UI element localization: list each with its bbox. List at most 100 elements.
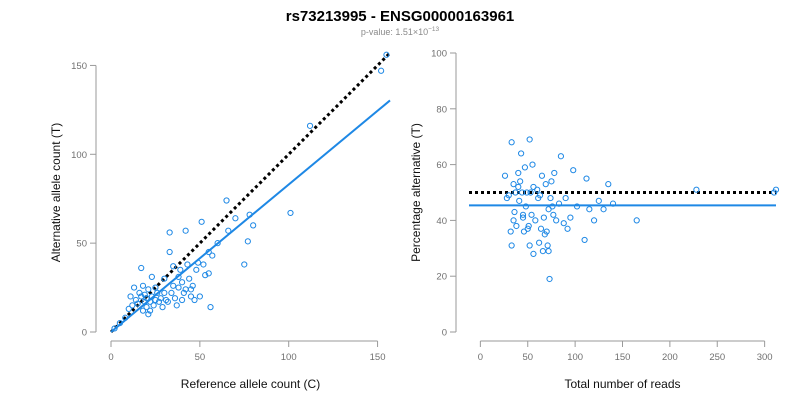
left-data-point bbox=[148, 293, 155, 300]
pvalue-subtitle: p-value: 1.51×10−13 bbox=[361, 26, 440, 37]
right-data-point bbox=[544, 242, 551, 249]
left-x-tick-label: 100 bbox=[281, 352, 297, 363]
right-data-point bbox=[595, 197, 602, 204]
right-data-point bbox=[536, 192, 544, 199]
right-data-point bbox=[505, 192, 512, 199]
left-y-tick-label: 50 bbox=[76, 239, 87, 250]
left-data-point bbox=[209, 252, 216, 259]
right-data-point bbox=[772, 186, 780, 193]
left-y-tick-label: 100 bbox=[71, 150, 87, 161]
left-data-point bbox=[175, 284, 182, 291]
right-data-point bbox=[532, 217, 539, 224]
right-data-point bbox=[693, 186, 700, 193]
right-y-tick-label: 100 bbox=[431, 49, 447, 60]
left-y-axis-title: Alternative allele count (T) bbox=[49, 123, 63, 262]
right-data-point bbox=[510, 217, 517, 224]
left-data-point bbox=[161, 275, 168, 282]
left-data-point bbox=[191, 296, 198, 304]
right-data-point bbox=[553, 217, 560, 224]
left-data-point bbox=[378, 67, 385, 74]
left-data-point bbox=[189, 282, 196, 289]
right-data-point bbox=[524, 225, 531, 232]
right-y-tick-label: 20 bbox=[436, 272, 447, 283]
left-data-point bbox=[154, 289, 161, 297]
right-data-point bbox=[519, 214, 527, 221]
left-data-point bbox=[175, 273, 182, 281]
right-data-point bbox=[512, 189, 519, 196]
right-data-point bbox=[536, 239, 543, 246]
left-data-point bbox=[170, 282, 177, 289]
right-data-point bbox=[573, 203, 581, 210]
right-data-point bbox=[586, 206, 593, 213]
left-x-tick-label: 150 bbox=[370, 352, 386, 363]
right-data-point bbox=[539, 247, 547, 255]
right-data-point bbox=[534, 186, 541, 193]
right-x-tick-label: 50 bbox=[522, 352, 533, 363]
left-data-point bbox=[178, 296, 186, 304]
right-data-point bbox=[527, 189, 534, 196]
right-x-tick-label: 150 bbox=[615, 352, 631, 363]
left-data-point bbox=[139, 307, 147, 314]
right-data-point bbox=[517, 178, 524, 185]
left-data-point bbox=[170, 263, 177, 270]
left-data-point bbox=[143, 295, 150, 302]
left-data-point bbox=[134, 300, 141, 307]
left-data-point bbox=[155, 298, 163, 305]
left-data-point bbox=[244, 238, 251, 245]
left-data-point bbox=[145, 311, 152, 318]
right-data-point bbox=[513, 222, 520, 230]
left-data-point bbox=[177, 266, 184, 273]
right-data-point bbox=[600, 206, 607, 213]
right-data-point bbox=[542, 181, 549, 188]
right-y-axis-title: Percentage alternative (T) bbox=[409, 123, 423, 262]
left-data-point bbox=[138, 293, 145, 300]
left-data-point bbox=[166, 229, 173, 236]
left-data-point bbox=[143, 304, 150, 311]
left-data-point bbox=[164, 298, 171, 305]
right-data-point bbox=[538, 172, 546, 179]
left-dotted-reference-line bbox=[109, 51, 392, 334]
left-data-point bbox=[246, 211, 253, 218]
left-data-point bbox=[205, 270, 212, 277]
right-data-point bbox=[537, 225, 545, 232]
left-data-point bbox=[148, 273, 155, 281]
right-data-point bbox=[543, 228, 550, 235]
right-data-point bbox=[523, 189, 530, 196]
pvalue-exponent: −13 bbox=[428, 26, 439, 33]
left-data-point bbox=[214, 240, 221, 247]
left-data-point bbox=[196, 293, 203, 300]
right-data-point bbox=[515, 169, 522, 177]
right-data-point bbox=[508, 139, 515, 146]
right-y-tick-label: 80 bbox=[436, 104, 447, 115]
right-data-point bbox=[528, 211, 535, 218]
right-data-point bbox=[590, 217, 598, 224]
right-data-point bbox=[522, 203, 529, 210]
left-data-point bbox=[166, 248, 173, 256]
left-data-point bbox=[131, 284, 138, 291]
right-data-point bbox=[564, 225, 571, 232]
right-data-point bbox=[526, 136, 533, 143]
left-data-point bbox=[182, 227, 189, 234]
right-data-point bbox=[526, 242, 533, 249]
left-data-point bbox=[207, 304, 214, 311]
left-data-point bbox=[173, 302, 180, 309]
left-data-point bbox=[159, 304, 166, 311]
right-data-point bbox=[605, 181, 612, 188]
left-data-point bbox=[306, 122, 314, 129]
right-data-point bbox=[581, 236, 588, 244]
right-data-point bbox=[560, 220, 567, 227]
left-data-point bbox=[171, 295, 179, 302]
left-data-point bbox=[162, 296, 170, 304]
left-data-point bbox=[122, 314, 129, 321]
left-data-point bbox=[139, 282, 147, 289]
right-x-tick-label: 300 bbox=[757, 352, 773, 363]
left-data-point bbox=[150, 302, 157, 309]
left-data-point bbox=[141, 291, 148, 298]
left-data-point bbox=[152, 284, 159, 291]
right-data-point bbox=[530, 250, 537, 257]
pvalue-prefix: p-value: 1.51×10 bbox=[361, 27, 428, 37]
right-y-tick-label: 40 bbox=[436, 216, 447, 227]
right-data-point bbox=[547, 194, 554, 202]
left-data-point bbox=[225, 227, 232, 234]
left-data-point bbox=[193, 266, 200, 273]
